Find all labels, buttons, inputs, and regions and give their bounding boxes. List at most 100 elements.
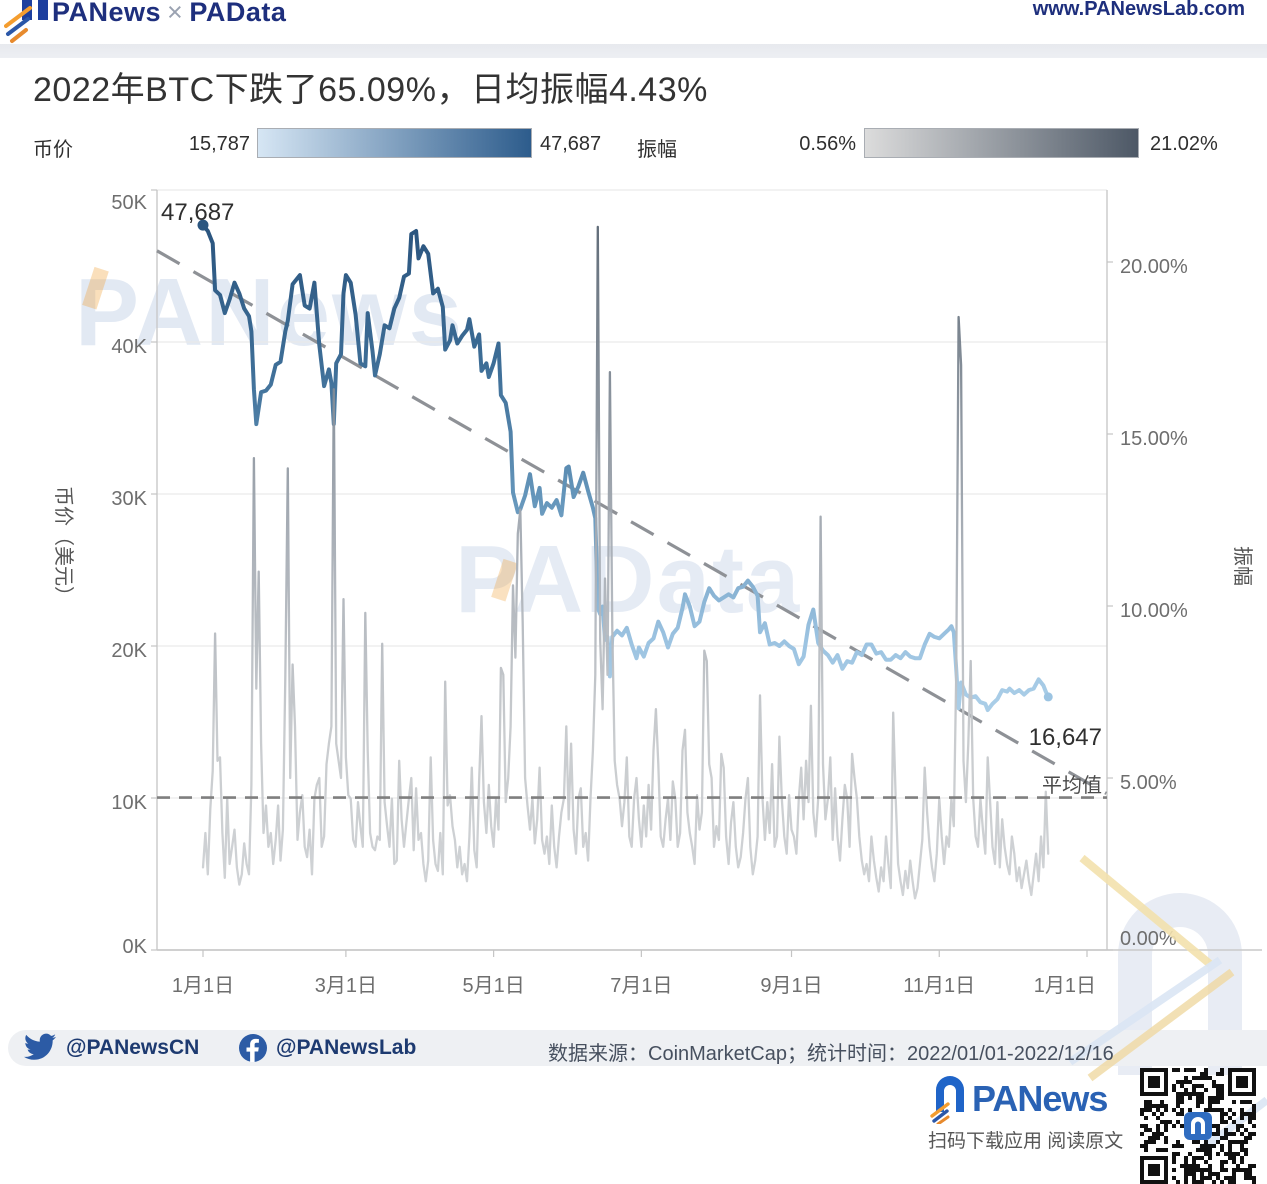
- header-divider-band: [0, 44, 1267, 58]
- legend-amplitude-min: 0.56%: [799, 133, 856, 155]
- qr-module: [1252, 1104, 1256, 1108]
- qr-module: [1184, 1180, 1188, 1184]
- y-left-tick-label: 50K: [111, 192, 147, 214]
- qr-module: [1192, 1164, 1196, 1168]
- legend-amplitude-label: 振幅: [637, 139, 677, 161]
- qr-module: [1156, 1124, 1160, 1128]
- qr-module: [1252, 1116, 1256, 1120]
- annotation-average-label: 平均值: [1042, 774, 1102, 797]
- qr-module: [1224, 1176, 1228, 1180]
- qr-module: [1172, 1068, 1176, 1072]
- x-tick-label: 7月1日: [610, 975, 672, 997]
- qr-module: [1160, 1120, 1164, 1124]
- qr-module: [1224, 1128, 1228, 1132]
- annotation-end-price: 16,647: [1029, 724, 1102, 751]
- qr-module: [1172, 1144, 1176, 1148]
- qr-module: [1184, 1088, 1188, 1092]
- qr-module: [1172, 1160, 1176, 1164]
- facebook-handle-link[interactable]: @PANewsLab: [276, 1036, 417, 1059]
- qr-module: [1248, 1120, 1252, 1124]
- qr-module: [1216, 1176, 1220, 1180]
- qr-module: [1176, 1180, 1180, 1184]
- qr-module: [1236, 1152, 1240, 1156]
- qr-module: [1244, 1148, 1248, 1152]
- qr-module: [1196, 1148, 1200, 1152]
- qr-module: [1156, 1108, 1160, 1112]
- qr-module: [1220, 1164, 1224, 1168]
- qr-module: [1160, 1104, 1164, 1108]
- qr-module: [1236, 1124, 1240, 1128]
- qr-module: [1244, 1152, 1248, 1156]
- qr-module: [1232, 1132, 1236, 1136]
- twitter-handle-link[interactable]: @PANewsCN: [66, 1036, 200, 1059]
- qr-module: [1208, 1168, 1212, 1172]
- qr-module: [1140, 1112, 1144, 1116]
- qr-module: [1204, 1144, 1208, 1148]
- qr-module: [1160, 1112, 1164, 1116]
- qr-module: [1204, 1148, 1208, 1152]
- qr-module: [1184, 1172, 1188, 1176]
- panews-wordmark-bottom: PANews: [972, 1078, 1108, 1119]
- qr-module: [1176, 1080, 1180, 1084]
- qr-module: [1196, 1180, 1200, 1184]
- qr-module: [1228, 1152, 1232, 1156]
- qr-module: [1156, 1136, 1160, 1140]
- qr-module: [1148, 1128, 1152, 1132]
- y-left-tick-label: 20K: [111, 640, 147, 662]
- qr-module: [1204, 1068, 1208, 1072]
- amplitude-line: [201, 225, 1050, 900]
- qr-module: [1212, 1132, 1216, 1136]
- qr-module: [1164, 1136, 1168, 1140]
- legend-amplitude-max: 21.02%: [1150, 133, 1218, 155]
- qr-module: [1196, 1084, 1200, 1088]
- page-title: 2022年BTC下跌了65.09%，日均振幅4.43%: [33, 71, 708, 109]
- qr-module: [1196, 1096, 1200, 1100]
- qr-module: [1172, 1176, 1176, 1180]
- qr-module: [1172, 1156, 1176, 1160]
- watermark-orange-accent: [491, 558, 518, 602]
- qr-module: [1192, 1176, 1196, 1180]
- qr-module: [1216, 1092, 1220, 1096]
- qr-module: [1152, 1132, 1156, 1136]
- qr-module: [1188, 1092, 1192, 1096]
- qr-module: [1208, 1172, 1212, 1176]
- qr-module: [1208, 1096, 1212, 1100]
- qr-module: [1192, 1140, 1196, 1144]
- qr-module: [1164, 1108, 1168, 1112]
- qr-module: [1180, 1144, 1184, 1148]
- data-source-text: 数据来源：CoinMarketCap；统计时间：2022/01/01-2022/…: [548, 1043, 1114, 1065]
- footer-band: [8, 1030, 1267, 1066]
- qr-module: [1156, 1128, 1160, 1132]
- qr-module: [1144, 1100, 1148, 1104]
- qr-module: [1232, 1156, 1236, 1160]
- qr-module: [1144, 1128, 1148, 1132]
- qr-module: [1208, 1148, 1212, 1152]
- qr-module: [1172, 1152, 1176, 1156]
- wordmark-x: ×: [167, 0, 184, 27]
- qr-module: [1164, 1148, 1168, 1152]
- price-start-dot: [197, 219, 209, 231]
- qr-module: [1216, 1096, 1220, 1100]
- qr-module: [1252, 1108, 1256, 1112]
- qr-module: [1192, 1180, 1196, 1184]
- qr-module: [1152, 1136, 1156, 1140]
- qr-module: [1156, 1132, 1160, 1136]
- qr-module: [1172, 1084, 1176, 1088]
- qr-module: [1220, 1120, 1224, 1124]
- qr-module: [1212, 1172, 1216, 1176]
- x-tick-label: 1月1日: [1034, 975, 1096, 997]
- qr-module: [1176, 1140, 1180, 1144]
- qr-module: [1196, 1100, 1200, 1104]
- twitter-icon: [24, 1033, 56, 1060]
- qr-module: [1248, 1136, 1252, 1140]
- watermark-orange-accent: [82, 266, 109, 310]
- qr-module: [1156, 1116, 1160, 1120]
- qr-module: [1220, 1068, 1224, 1072]
- qr-module: [1204, 1076, 1208, 1080]
- qr-module: [1144, 1124, 1148, 1128]
- site-url-link[interactable]: www.PANewsLab.com: [1032, 0, 1245, 20]
- qr-module: [1200, 1084, 1204, 1088]
- qr-module: [1228, 1116, 1232, 1120]
- qr-module: [1216, 1088, 1220, 1092]
- qr-module: [1220, 1092, 1224, 1096]
